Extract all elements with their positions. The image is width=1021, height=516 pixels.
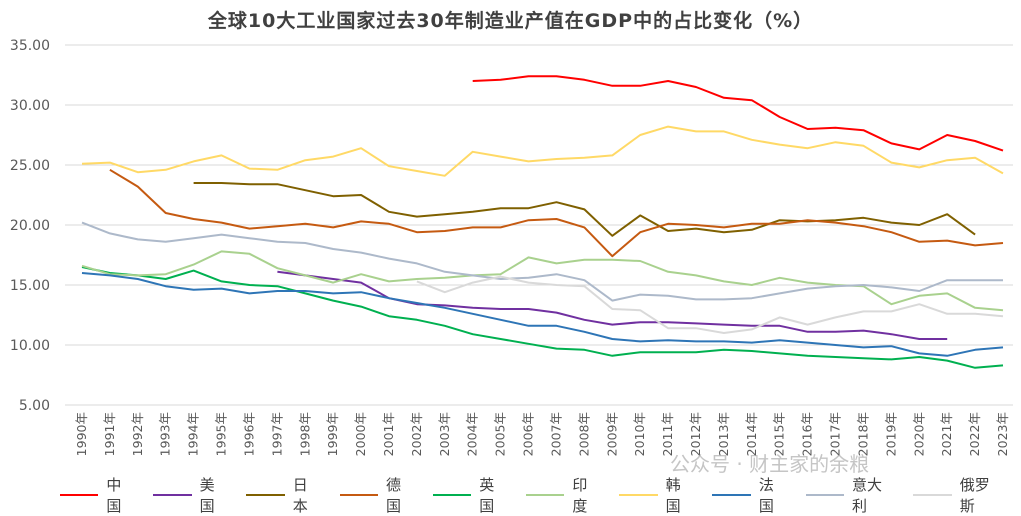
x-tick-label: 2017年 xyxy=(828,412,843,456)
x-tick-label: 2012年 xyxy=(688,412,703,456)
legend-label: 日本 xyxy=(292,476,308,515)
series-line-2 xyxy=(193,182,976,237)
chart-title: 全球10大工业国家过去30年制造业产值在GDP中的占比变化（%） xyxy=(207,10,814,32)
legend-item: 俄罗斯 xyxy=(913,474,1003,516)
x-tick-label: 2002年 xyxy=(409,412,424,456)
x-tick-label: 2020年 xyxy=(911,412,926,456)
legend-item: 中国 xyxy=(60,474,135,516)
legend-item: 德国 xyxy=(339,474,415,516)
legend-item: 韩国 xyxy=(619,474,694,516)
legend-swatch xyxy=(432,493,472,497)
legend-swatch xyxy=(526,493,565,497)
legend-label: 中国 xyxy=(106,476,122,515)
x-tick-label: 2014年 xyxy=(744,412,759,456)
x-tick-label: 2009年 xyxy=(604,412,619,456)
legend-swatch xyxy=(805,493,845,497)
series-line-4 xyxy=(81,266,1004,369)
y-tick-label: 10.00 xyxy=(10,338,50,354)
series-line-7 xyxy=(81,272,1004,357)
x-tick-label: 2006年 xyxy=(521,412,536,456)
x-tick-label: 1994年 xyxy=(186,412,201,456)
chart-container: 全球10大工业国家过去30年制造业产值在GDP中的占比变化（%） 5.00 10.… xyxy=(10,10,1013,515)
legend-label: 意大利 xyxy=(852,476,883,515)
x-tick-label: 2013年 xyxy=(716,412,731,456)
legend-item: 美国 xyxy=(153,474,228,516)
legend-swatch xyxy=(619,493,658,497)
x-tick-label: 2023年 xyxy=(995,412,1010,456)
x-tick-label: 2000年 xyxy=(353,412,368,456)
legend-swatch xyxy=(913,493,952,497)
legend-swatch xyxy=(153,493,192,497)
x-tick-label: 2016年 xyxy=(800,412,815,456)
x-tick-label: 2022年 xyxy=(967,412,982,456)
line-chart: 5.00 10.00 15.00 20.00 25.00 30.00 35.00 1990年 1… xyxy=(10,38,1013,456)
x-tick-label: 1998年 xyxy=(297,412,312,456)
legend-item: 英国 xyxy=(432,474,508,516)
legend-item: 意大利 xyxy=(805,474,896,516)
x-tick-label: 2019年 xyxy=(883,412,898,456)
x-tick-label: 2001年 xyxy=(381,412,396,456)
x-tick-label: 2018年 xyxy=(855,412,870,456)
legend-item: 印度 xyxy=(526,474,601,516)
series-line-9 xyxy=(416,275,1004,334)
series-line-8 xyxy=(81,221,1003,302)
x-tick-label: 2015年 xyxy=(772,412,787,456)
y-tick-label: 35.00 xyxy=(10,38,50,54)
x-tick-label: 2010年 xyxy=(632,412,647,456)
x-tick-label: 1997年 xyxy=(269,412,284,456)
legend-label: 法国 xyxy=(758,476,774,515)
x-tick-label: 1991年 xyxy=(102,412,117,456)
legend-label: 俄罗斯 xyxy=(959,476,990,515)
x-tick-label: 1990年 xyxy=(74,412,89,456)
legend-label: 韩国 xyxy=(665,476,681,515)
x-tick-label: 2011年 xyxy=(660,412,675,456)
x-tick-label: 2005年 xyxy=(493,412,508,456)
y-tick-label: 15.00 xyxy=(10,278,50,294)
legend-label: 印度 xyxy=(572,476,588,515)
legend-swatch xyxy=(339,493,378,497)
x-tick-label: 1996年 xyxy=(241,412,256,456)
x-tick-label: 1995年 xyxy=(214,412,229,456)
watermark: 公众号 · 财主家的余粮 xyxy=(670,452,870,476)
legend-item: 日本 xyxy=(246,474,321,516)
x-tick-label: 1992年 xyxy=(130,412,145,456)
x-tick-label: 2008年 xyxy=(576,412,591,456)
series-line-1 xyxy=(277,270,948,340)
legend-label: 德国 xyxy=(386,476,402,515)
x-tick-label: 1999年 xyxy=(325,412,340,456)
y-tick-label: 5.00 xyxy=(19,398,50,414)
legend-swatch xyxy=(60,493,99,497)
y-tick-label: 25.00 xyxy=(10,158,50,174)
y-tick-label: 30.00 xyxy=(10,98,50,114)
legend-label: 英国 xyxy=(479,476,495,515)
x-tick-label: 2007年 xyxy=(548,412,563,456)
series-line-3 xyxy=(109,168,1004,258)
legend-label: 美国 xyxy=(199,476,215,515)
x-tick-label: 2003年 xyxy=(437,412,452,456)
legend-swatch xyxy=(712,493,751,497)
legend-swatch xyxy=(246,493,285,497)
legend-item: 法国 xyxy=(712,474,787,516)
y-tick-label: 20.00 xyxy=(10,218,50,234)
x-tick-label: 2021年 xyxy=(939,412,954,456)
legend: 中国 美国 日本 德国 英国 印度 韩国 法国 意大利 俄罗斯 xyxy=(60,474,1021,516)
series-line-6 xyxy=(81,125,1004,177)
x-tick-label: 1993年 xyxy=(158,412,173,456)
x-tick-label: 2004年 xyxy=(465,412,480,456)
series-line-0 xyxy=(472,75,1004,152)
